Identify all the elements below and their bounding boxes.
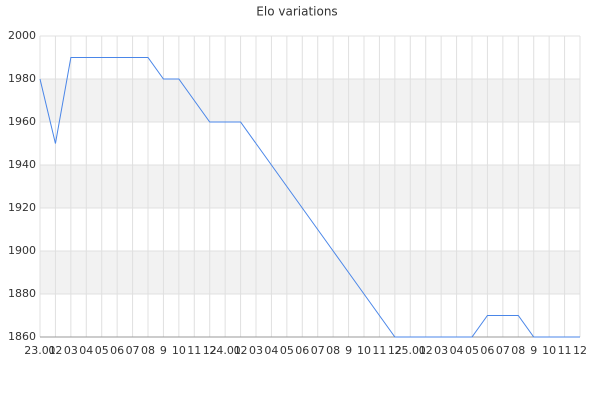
x-tick-label: 10 xyxy=(172,344,186,357)
y-tick-label: 1880 xyxy=(8,287,36,300)
x-tick-label: 08 xyxy=(141,344,155,357)
x-tick-label: 12 xyxy=(573,344,587,357)
x-tick-label: 10 xyxy=(542,344,556,357)
x-tick-label: 04 xyxy=(264,344,278,357)
x-tick-label: 08 xyxy=(511,344,525,357)
x-tick-label: 02 xyxy=(234,344,248,357)
y-tick-label: 1920 xyxy=(8,201,36,214)
y-tick-label: 1980 xyxy=(8,72,36,85)
y-tick-label: 2000 xyxy=(8,29,36,42)
x-tick-label: 12 xyxy=(203,344,217,357)
x-tick-label: 05 xyxy=(95,344,109,357)
x-tick-label: 23.01 xyxy=(24,344,56,357)
x-tick-label: 11 xyxy=(187,344,201,357)
x-tick-label: 04 xyxy=(450,344,464,357)
chart-title: Elo variations xyxy=(256,5,337,19)
x-tick-label: 10 xyxy=(357,344,371,357)
x-tick-label: 06 xyxy=(480,344,494,357)
x-tick-label: 05 xyxy=(465,344,479,357)
x-tick-label: 03 xyxy=(434,344,448,357)
x-tick-label: 07 xyxy=(496,344,510,357)
x-tick-label: 9 xyxy=(345,344,352,357)
x-tick-label: 02 xyxy=(48,344,62,357)
x-tick-label: 9 xyxy=(530,344,537,357)
y-tick-label: 1900 xyxy=(8,244,36,257)
x-tick-label: 9 xyxy=(160,344,167,357)
x-tick-label: 24.01 xyxy=(209,344,241,357)
grid-band xyxy=(40,165,580,208)
y-tick-label: 1940 xyxy=(8,158,36,171)
x-tick-label: 07 xyxy=(126,344,140,357)
grid-band xyxy=(40,251,580,294)
x-tick-label: 11 xyxy=(558,344,572,357)
x-tick-label: 12 xyxy=(388,344,402,357)
x-tick-label: 11 xyxy=(372,344,386,357)
x-tick-label: 08 xyxy=(326,344,340,357)
line-series xyxy=(39,57,580,338)
y-tick-label: 1960 xyxy=(8,115,36,128)
y-tick-label: 1860 xyxy=(8,330,36,343)
x-tick-label: 25.01 xyxy=(395,344,427,357)
x-tick-label: 03 xyxy=(64,344,78,357)
grid-band xyxy=(40,79,580,122)
x-tick-label: 02 xyxy=(419,344,433,357)
x-tick-label: 06 xyxy=(295,344,309,357)
x-tick-label: 07 xyxy=(311,344,325,357)
x-tick-label: 06 xyxy=(110,344,124,357)
x-tick-label: 05 xyxy=(280,344,294,357)
x-tick-label: 04 xyxy=(79,344,93,357)
x-tick-label: 03 xyxy=(249,344,263,357)
